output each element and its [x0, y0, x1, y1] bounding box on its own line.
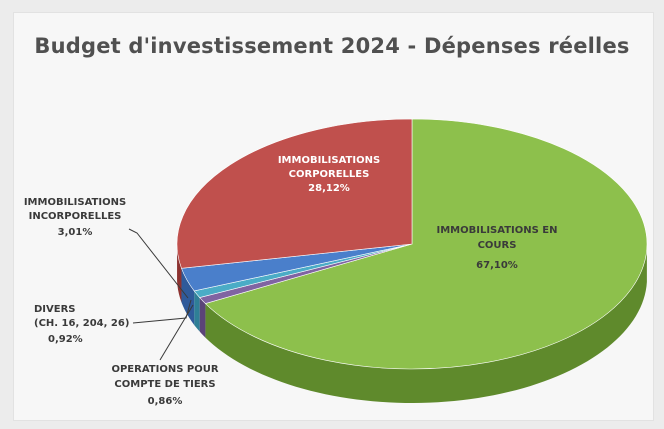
label-corporelles: IMMOBILISATIONS CORPORELLES 28,12% — [278, 155, 380, 194]
label-incorporelles-line2: INCORPORELLES — [29, 211, 122, 222]
label-divers-line1: DIVERS — [34, 304, 76, 315]
label-incorporelles-line1: IMMOBILISATIONS — [24, 197, 126, 208]
leader-line-tiers — [159, 304, 194, 361]
label-corporelles-line2: CORPORELLES — [289, 169, 370, 180]
label-en-cours-line1: IMMOBILISATIONS EN — [436, 225, 557, 236]
chart-title: Budget d'investissement 2024 - Dépenses … — [34, 34, 630, 58]
label-incorporelles-value: 3,01% — [58, 227, 93, 238]
leader-line-divers — [132, 299, 192, 324]
label-corporelles-value: 28,12% — [308, 183, 350, 194]
label-tiers-value: 0,86% — [148, 396, 183, 407]
pie-tops — [176, 118, 648, 370]
label-tiers-line1: OPERATIONS POUR — [111, 364, 218, 375]
pie-slice-immobilisations-corporelles — [176, 118, 413, 269]
pie-side-operations-pour-compte-de-tiers — [199, 297, 206, 338]
label-corporelles-line1: IMMOBILISATIONS — [278, 155, 380, 166]
pie-side-immobilisations-incorporelles — [181, 268, 195, 325]
pie-slice-immobilisations-en-cours — [204, 118, 648, 370]
label-divers-value: 0,92% — [48, 334, 83, 345]
label-tiers-line2: COMPTE DE TIERS — [114, 379, 215, 390]
pie-side-divers-ch-16-204-26 — [194, 290, 200, 332]
label-en-cours-value: 67,10% — [476, 260, 518, 271]
label-tiers: OPERATIONS POUR COMPTE DE TIERS 0,86% — [111, 364, 218, 407]
pie-side-immobilisations-en-cours — [205, 247, 647, 403]
leader-line-incorporelles — [128, 228, 189, 299]
leader-lines — [128, 228, 194, 361]
label-incorporelles: IMMOBILISATIONS INCORPORELLES 3,01% — [24, 197, 126, 238]
label-divers: DIVERS (CH. 16, 204, 26) 0,92% — [34, 304, 129, 345]
label-divers-line2: (CH. 16, 204, 26) — [34, 318, 129, 329]
label-en-cours-line2: COURS — [478, 240, 517, 251]
label-en-cours: IMMOBILISATIONS EN COURS 67,10% — [436, 225, 557, 271]
